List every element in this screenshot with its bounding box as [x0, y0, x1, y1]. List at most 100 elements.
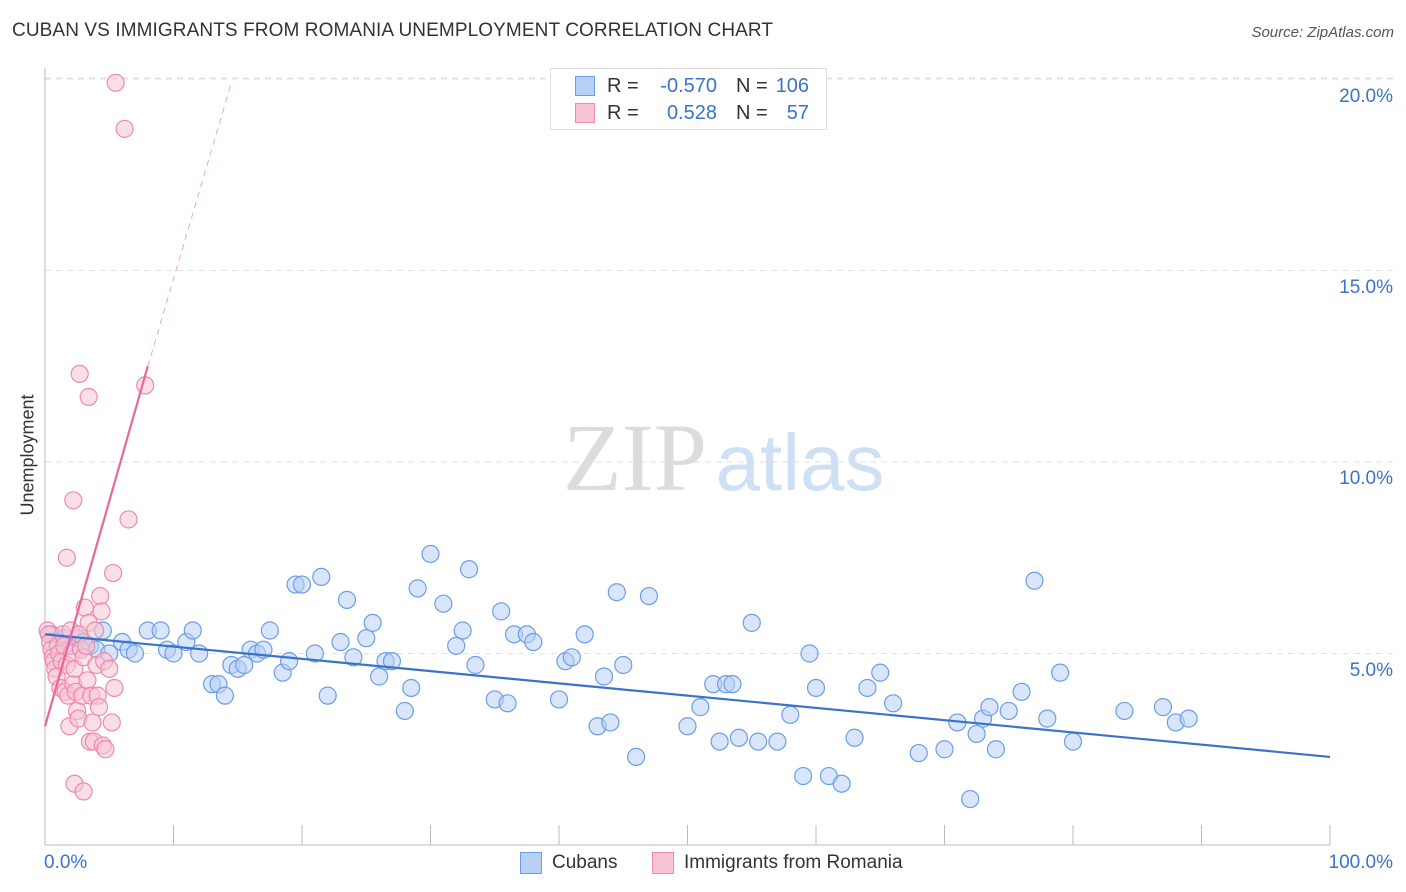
data-point: [183, 621, 202, 640]
source-label: Source: ZipAtlas.com: [1251, 24, 1394, 41]
y-tick-label-15: 15.0%: [1339, 277, 1393, 298]
data-point: [1063, 732, 1083, 751]
data-point: [305, 644, 324, 663]
x-tick-label-min: 0.0%: [44, 852, 88, 873]
watermark-zip: ZIP: [563, 404, 707, 511]
data-point: [858, 678, 877, 698]
y-tick-label-10: 10.0%: [1339, 468, 1393, 489]
data-point: [453, 621, 472, 640]
data-point: [331, 632, 350, 652]
data-point: [125, 644, 145, 663]
data-point: [260, 621, 279, 640]
data-point: [749, 732, 768, 751]
data-point: [136, 376, 155, 395]
data-point: [594, 667, 614, 686]
legend-r-value: 0.528: [666, 101, 717, 124]
data-point: [626, 747, 646, 767]
data-point: [83, 713, 102, 732]
data-point: [402, 678, 421, 698]
data-point: [74, 782, 93, 801]
legend-swatch-cubans: [575, 76, 595, 96]
data-point: [800, 644, 819, 663]
legend-row-cubans: R = -0.570 N = 106: [575, 73, 809, 99]
data-point: [498, 694, 517, 713]
trend-line: [44, 633, 1331, 759]
data-point: [1012, 682, 1031, 701]
data-point: [235, 655, 254, 675]
data-point: [806, 678, 826, 698]
data-point: [280, 652, 299, 671]
data-point: [151, 621, 170, 640]
data-point: [742, 613, 761, 632]
stats-legend: R = -0.570 N = 106 R = 0.528 N = 57: [550, 68, 827, 130]
chart-title: CUBAN VS IMMIGRANTS FROM ROMANIA UNEMPLO…: [12, 20, 774, 41]
data-point: [344, 648, 363, 667]
data-point: [871, 663, 890, 682]
data-point: [92, 602, 111, 621]
data-point: [845, 728, 864, 747]
data-point: [119, 510, 138, 529]
legend-n-label: N =: [736, 74, 768, 97]
data-point: [312, 567, 331, 587]
data-point: [883, 694, 903, 713]
data-point: [639, 586, 659, 606]
data-point: [524, 632, 543, 652]
data-point: [710, 732, 729, 751]
data-point: [980, 698, 999, 717]
data-point: [78, 671, 97, 690]
data-point: [91, 586, 110, 606]
data-point: [395, 701, 414, 721]
data-point: [459, 560, 479, 579]
data-point: [961, 789, 980, 809]
data-point: [408, 579, 427, 598]
data-point: [575, 625, 594, 644]
data-point: [1115, 701, 1134, 721]
data-point: [986, 740, 1006, 759]
data-point: [64, 491, 83, 510]
data-point: [1153, 698, 1173, 717]
legend-n-label: N =: [736, 101, 768, 124]
legend-r-label: R =: [607, 74, 639, 97]
data-point: [794, 766, 813, 786]
data-point: [292, 575, 312, 594]
data-point: [909, 743, 928, 763]
data-point: [115, 119, 134, 138]
data-point: [832, 774, 851, 793]
trend-line: [43, 365, 149, 727]
data-point: [318, 686, 337, 705]
data-point: [1051, 663, 1070, 682]
data-point: [1179, 709, 1198, 728]
data-point: [215, 686, 234, 705]
legend-n-value: 106: [775, 74, 809, 97]
data-point: [729, 728, 749, 747]
data-point: [434, 594, 453, 613]
bottom-legend-cubans: Cubans: [520, 852, 618, 874]
data-point: [105, 678, 124, 698]
data-point: [106, 73, 125, 92]
data-point: [549, 690, 569, 709]
y-axis-label: Unemployment: [17, 394, 38, 516]
x-tick-label-max: 100.0%: [1328, 852, 1393, 873]
data-point: [96, 740, 115, 759]
data-point: [466, 655, 485, 675]
data-point: [768, 732, 787, 751]
data-point: [382, 652, 402, 671]
data-point: [492, 602, 511, 621]
data-point: [601, 713, 620, 732]
series-cubans: [42, 544, 1198, 809]
data-point: [70, 364, 89, 384]
trend-line-extension: [147, 82, 232, 367]
data-point: [1038, 709, 1057, 728]
bottom-legend-label: Cubans: [552, 852, 618, 873]
data-point: [999, 701, 1018, 721]
data-point: [1025, 571, 1044, 590]
bottom-legend-swatch-cubans: [520, 852, 542, 874]
bottom-legend-romania: Immigrants from Romania: [652, 852, 903, 874]
watermark-atlas: atlas: [716, 418, 885, 507]
data-point: [102, 713, 121, 732]
data-point: [363, 613, 382, 632]
data-point: [723, 675, 742, 694]
data-point: [421, 544, 440, 564]
legend-n-value: 57: [786, 101, 809, 124]
